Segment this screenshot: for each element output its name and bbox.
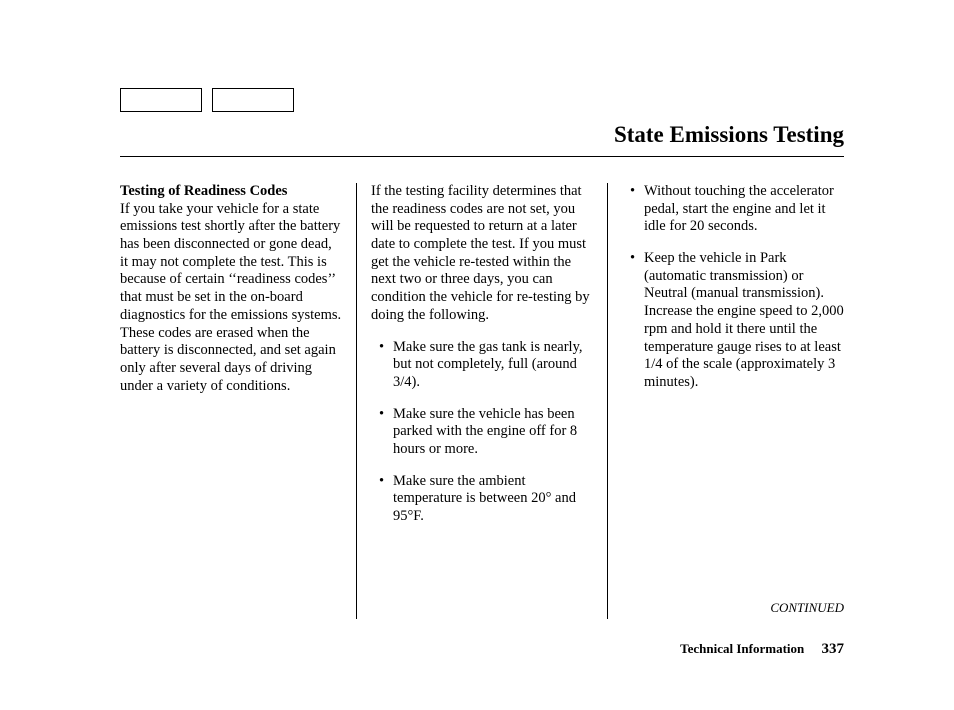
footer-section: Technical Information xyxy=(680,641,804,656)
bullet-item: Make sure the ambient temperature is bet… xyxy=(379,473,593,526)
title-rule xyxy=(120,156,844,157)
bullet-item: Keep the vehicle in Park (automatic tran… xyxy=(630,250,844,392)
content-columns: Testing of Readiness Codes If you take y… xyxy=(120,183,844,619)
bullet-item: Make sure the vehicle has been parked wi… xyxy=(379,406,593,459)
bullet-list: Without touching the accelerator pedal, … xyxy=(622,183,844,392)
annotation-box xyxy=(212,88,294,112)
page-title: State Emissions Testing xyxy=(614,122,844,148)
subhead: Testing of Readiness Codes xyxy=(120,183,287,199)
body-text: If you take your vehicle for a state emi… xyxy=(120,201,341,394)
annotation-boxes xyxy=(120,88,294,112)
bullet-list: Make sure the gas tank is nearly, but no… xyxy=(371,339,593,526)
footer-page-number: 337 xyxy=(822,641,845,657)
bullet-item: Make sure the gas tank is nearly, but no… xyxy=(379,339,593,392)
continued-label: CONTINUED xyxy=(770,600,844,616)
column-middle: If the testing facility determines that … xyxy=(357,183,607,619)
column-right: Without touching the accelerator pedal, … xyxy=(608,183,844,619)
body-text: If the testing facility determines that … xyxy=(371,183,593,325)
bullet-item: Without touching the accelerator pedal, … xyxy=(630,183,844,236)
annotation-box xyxy=(120,88,202,112)
page-footer: Technical Information 337 xyxy=(680,641,844,658)
column-left: Testing of Readiness Codes If you take y… xyxy=(120,183,356,619)
